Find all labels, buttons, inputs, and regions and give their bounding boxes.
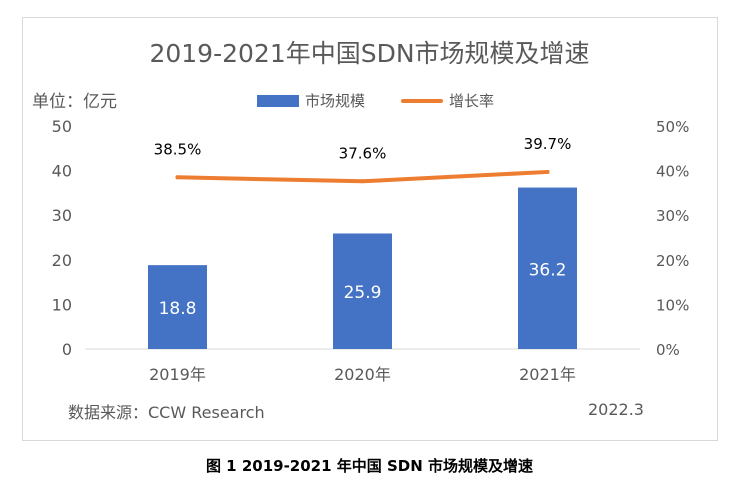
chart-frame [22, 17, 718, 441]
figure-caption: 图 1 2019-2021 年中国 SDN 市场规模及增速 [205, 457, 534, 475]
y-right-tick-label: 20% [656, 252, 689, 270]
growth-rate-point [360, 179, 365, 184]
report-date: 2022.3 [588, 400, 644, 419]
line-data-label: 38.5% [154, 140, 202, 158]
bar-data-label: 25.9 [344, 283, 382, 303]
growth-rate-point [545, 169, 550, 174]
unit-label: 单位：亿元 [32, 92, 117, 112]
y-right-tick-label: 50% [656, 118, 689, 136]
line-data-label: 39.7% [524, 135, 572, 153]
growth-rate-point [175, 175, 180, 180]
bar-data-label: 36.2 [529, 260, 567, 280]
y-right-tick-label: 0% [656, 341, 680, 359]
y-left-tick-label: 10 [52, 295, 72, 314]
bar-2019年 [148, 265, 207, 349]
data-source: 数据来源：CCW Research [68, 403, 265, 422]
y-left-tick-label: 50 [52, 117, 72, 136]
y-left-tick-label: 40 [52, 162, 72, 181]
y-left-tick-label: 20 [52, 251, 72, 270]
legend-bar-label: 市场规模 [305, 92, 366, 110]
legend: 市场规模 增长率 [257, 90, 494, 111]
y-left-tick-label: 0 [62, 340, 72, 359]
bar-2020年 [333, 233, 392, 349]
legend-line-swatch [401, 98, 444, 103]
y-right-tick-label: 10% [656, 296, 689, 314]
legend-bar-swatch [257, 94, 299, 107]
x-tick-label: 2019年 [149, 365, 206, 384]
bar-data-label: 18.8 [159, 299, 197, 319]
bar-2021年 [518, 187, 577, 349]
y-right-tick-label: 30% [656, 207, 689, 225]
line-data-label: 37.6% [339, 144, 387, 162]
x-tick-label: 2020年 [334, 365, 391, 384]
y-right-tick-label: 40% [656, 163, 689, 181]
y-left-tick-label: 30 [52, 206, 72, 225]
x-tick-label: 2021年 [519, 365, 576, 384]
chart-title: 2019-2021年中国SDN市场规模及增速 [149, 39, 590, 68]
legend-line-label: 增长率 [449, 92, 495, 110]
